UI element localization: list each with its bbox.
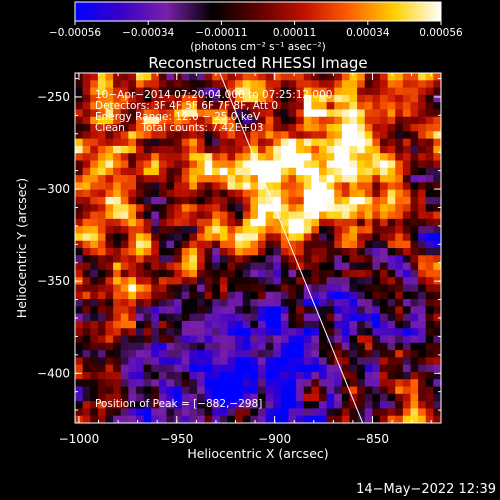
- footer-timestamp: 14−May−2022 12:39: [356, 482, 496, 497]
- chart-title: Reconstructed RHESSI Image: [148, 54, 367, 72]
- x-tick-label: −850: [356, 432, 389, 446]
- colorbar-tick-label: 0.00056: [419, 27, 463, 39]
- x-tick-label: −900: [258, 432, 291, 446]
- y-tick-label: −350: [37, 274, 70, 288]
- axis-ticks: [75, 73, 441, 423]
- heatmap-image: [75, 73, 441, 423]
- x-tick-label: −950: [160, 432, 193, 446]
- solar-limb-line: [219, 73, 364, 423]
- colorbar-tick-label: 0.00011: [273, 27, 316, 39]
- colorbar-tick-label: −0.00056: [49, 27, 102, 39]
- y-tick-label: −300: [37, 182, 70, 196]
- y-tick-label: −250: [37, 90, 70, 104]
- x-tick-label: −1000: [59, 432, 100, 446]
- annotation-time-range: 10−Apr−2014 07:20:04.000 to 07:25:12.000: [95, 89, 332, 101]
- colorbar-ticks: [74, 21, 442, 25]
- annotation-clean-counts: Clean Total counts: 7.42E+03: [95, 122, 264, 134]
- y-axis-label: Heliocentric Y (arcsec): [14, 178, 29, 318]
- x-axis-label: Heliocentric X (arcsec): [187, 446, 328, 461]
- plot-frame: [74, 72, 442, 424]
- annotation-detectors: Detectors: 3F 4F 5F 6F 7F 8F, Att 0: [95, 100, 278, 112]
- colorbar-tick-label: −0.00034: [122, 27, 175, 39]
- colorbar-tick-label: −0.00011: [195, 27, 247, 39]
- y-tick-label: −400: [37, 366, 70, 380]
- annotation-energy-range: Energy Range: 12.0 − 25.0 keV: [95, 111, 261, 123]
- colorbar-tick-label: 0.00034: [346, 27, 390, 39]
- colorbar: [74, 1, 442, 22]
- annotation-peak-position: Position of Peak = [−882,−298]: [95, 398, 262, 410]
- colorbar-unit-label: (photons cm⁻² s⁻¹ asec⁻²): [190, 41, 325, 53]
